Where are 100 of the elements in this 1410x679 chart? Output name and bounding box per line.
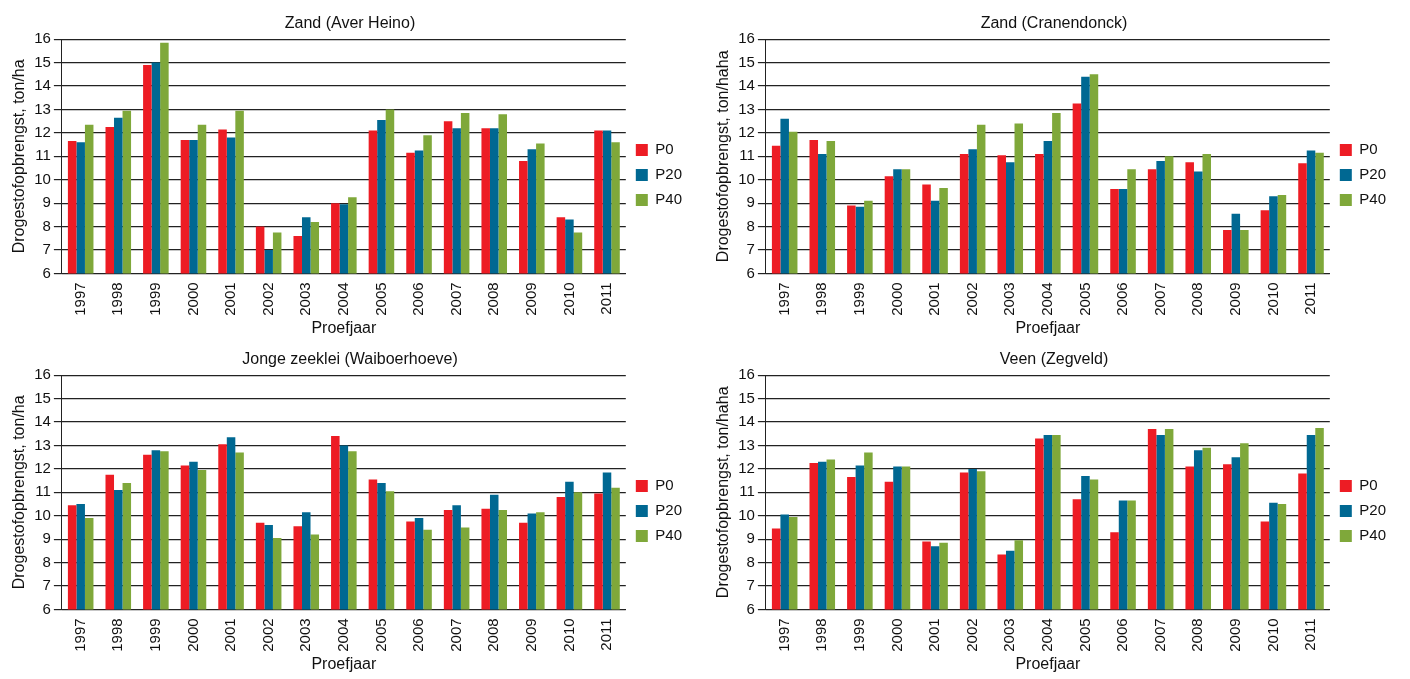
y-tick-label: 14 (34, 76, 51, 94)
y-tick-label: 11 (739, 482, 755, 500)
x-tick-label: 2004 (1037, 618, 1055, 652)
x-tick-label: 2002 (962, 618, 980, 652)
x-tick-label: 2010 (559, 618, 577, 652)
chart-title: Zand (Aver Heino) (284, 14, 416, 32)
x-axis-title: Proefjaar (1015, 654, 1081, 672)
chart-title: Zand (Cranendonck) (980, 14, 1128, 32)
legend-label: P20 (1359, 165, 1387, 183)
y-tick-label: 10 (738, 505, 755, 523)
y-tick-label: 6 (42, 599, 51, 617)
x-tick-label: 2007 (1150, 282, 1168, 316)
y-tick-label: 13 (34, 99, 51, 117)
chart-title: Jonge zeeklei (Waiboerhoeve) (242, 350, 458, 368)
x-tick-label: 1997 (774, 618, 792, 652)
y-tick-label: 14 (738, 412, 755, 430)
legend-label: P0 (655, 140, 674, 158)
y-tick-label: 11 (35, 482, 51, 500)
x-axis-title: Proefjaar (311, 654, 377, 672)
x-axis-title: Proefjaar (311, 318, 377, 336)
y-tick-label: 7 (42, 240, 51, 258)
x-tick-label: 2000 (887, 618, 905, 652)
y-tick-label: 14 (34, 412, 51, 430)
x-tick-label: 2010 (1263, 618, 1281, 652)
y-tick-label: 15 (34, 52, 51, 70)
x-tick-label: 2003 (1000, 618, 1018, 652)
x-tick-label: 2008 (484, 618, 502, 652)
y-tick-label: 14 (738, 76, 755, 94)
x-tick-label: 2001 (925, 618, 943, 652)
x-tick-label: 1999 (850, 282, 868, 316)
x-tick-label: 1998 (812, 282, 830, 316)
x-tick-label: 2003 (296, 618, 314, 652)
y-axis-title: Drogestofopbrengst, ton/ha (10, 59, 28, 254)
legend-label: P0 (1359, 140, 1378, 158)
legend-label: P40 (655, 526, 683, 544)
x-tick-label: 1997 (774, 282, 792, 316)
y-tick-label: 15 (738, 388, 755, 406)
x-tick-label: 1997 (70, 282, 88, 316)
x-tick-label: 1998 (108, 282, 126, 316)
x-tick-label: 2009 (521, 618, 539, 652)
x-tick-label: 2006 (1113, 618, 1131, 652)
x-tick-label: 2008 (484, 282, 502, 316)
x-tick-label: 2006 (409, 282, 427, 316)
x-tick-label: 2002 (258, 618, 276, 652)
y-tick-label: 13 (738, 435, 755, 453)
y-tick-label: 9 (746, 529, 755, 547)
y-tick-label: 12 (34, 459, 51, 477)
x-tick-label: 2001 (925, 282, 943, 316)
y-axis-title: Drogestofopbrengst, ton/haha (714, 386, 732, 599)
legend-label: P0 (655, 476, 674, 494)
y-axis-title: Drogestofopbrengst, ton/ha (10, 395, 28, 590)
y-tick-label: 11 (739, 146, 755, 164)
x-tick-label: 2009 (1225, 618, 1243, 652)
y-tick-label: 16 (34, 29, 51, 47)
y-tick-label: 12 (738, 459, 755, 477)
x-tick-label: 2001 (221, 282, 239, 316)
y-tick-label: 8 (42, 216, 51, 234)
legend-label: P40 (1359, 526, 1387, 544)
y-tick-label: 16 (738, 365, 755, 383)
y-tick-label: 7 (746, 576, 755, 594)
y-tick-label: 9 (42, 193, 51, 211)
x-tick-label: 2004 (333, 282, 351, 316)
x-tick-label: 2001 (221, 618, 239, 652)
x-tick-label: 2011 (1301, 618, 1319, 651)
x-tick-label: 1998 (108, 618, 126, 652)
x-tick-label: 2000 (183, 282, 201, 316)
y-tick-label: 12 (34, 123, 51, 141)
x-axis-title: Proefjaar (1015, 318, 1081, 336)
y-tick-label: 7 (746, 240, 755, 258)
x-tick-label: 2011 (597, 282, 615, 315)
y-tick-label: 16 (738, 29, 755, 47)
x-tick-label: 2011 (597, 618, 615, 651)
x-tick-label: 2009 (1225, 282, 1243, 316)
y-tick-label: 9 (746, 193, 755, 211)
x-tick-label: 2002 (258, 282, 276, 316)
y-tick-label: 10 (34, 169, 51, 187)
x-tick-label: 2008 (1188, 282, 1206, 316)
y-tick-label: 6 (746, 599, 755, 617)
x-tick-label: 2006 (1113, 282, 1131, 316)
x-tick-label: 2003 (1000, 282, 1018, 316)
x-tick-label: 2011 (1301, 282, 1319, 315)
y-tick-label: 8 (746, 216, 755, 234)
legend-label: P0 (1359, 476, 1378, 494)
x-tick-label: 1999 (146, 618, 164, 652)
legend-label: P20 (1359, 501, 1387, 519)
x-tick-label: 1999 (850, 618, 868, 652)
x-tick-label: 1998 (812, 618, 830, 652)
x-tick-label: 2000 (183, 618, 201, 652)
y-axis-title: Drogestofopbrengst, ton/haha (714, 50, 732, 263)
legend-label: P40 (1359, 190, 1387, 208)
chart-title: Veen (Zegveld) (999, 350, 1109, 368)
x-tick-label: 2007 (446, 282, 464, 316)
x-tick-label: 2008 (1188, 618, 1206, 652)
x-tick-label: 2005 (371, 282, 389, 316)
x-tick-label: 2005 (1075, 282, 1093, 316)
x-tick-label: 2009 (521, 282, 539, 316)
x-tick-label: 2004 (333, 618, 351, 652)
x-tick-label: 2002 (962, 282, 980, 316)
x-tick-label: 2010 (559, 282, 577, 316)
y-tick-label: 12 (738, 123, 755, 141)
